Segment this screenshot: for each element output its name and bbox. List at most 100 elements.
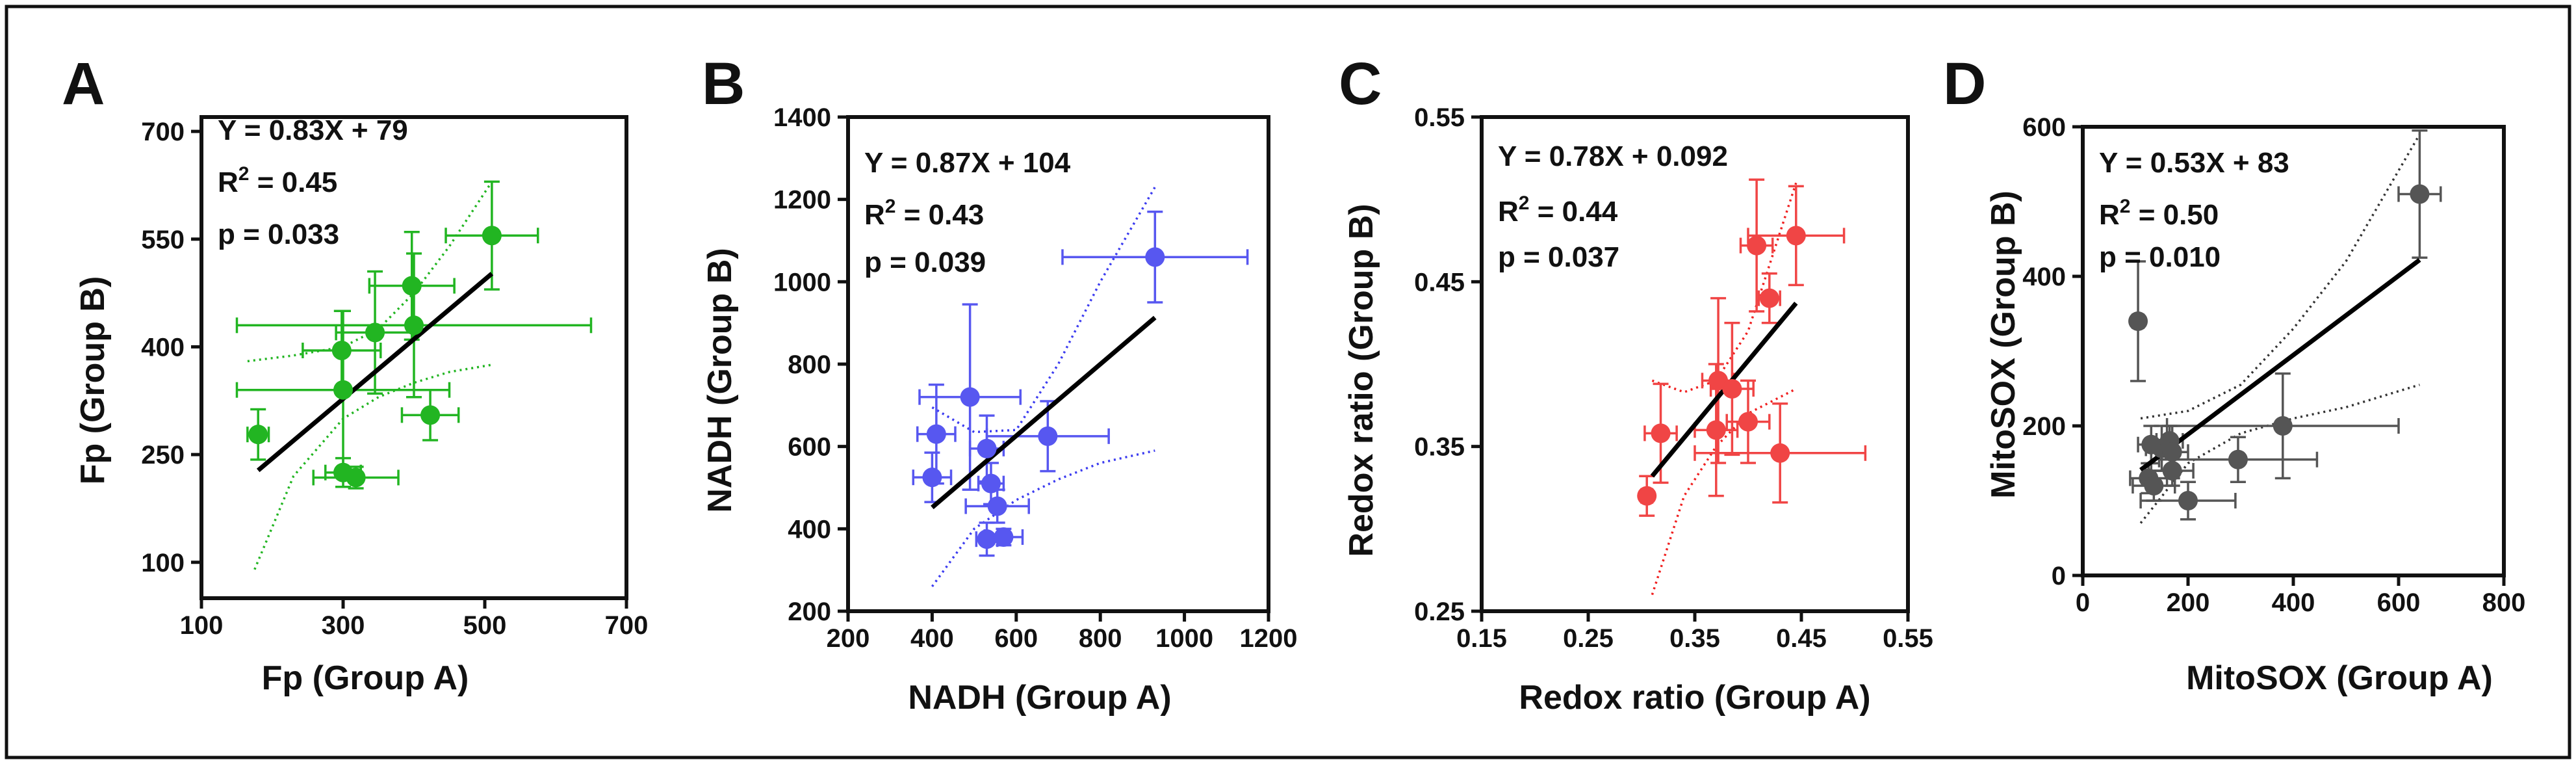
plot-frame (1480, 115, 1910, 613)
r-squared-symbol: R (864, 199, 885, 231)
y-tick-label: 250 (141, 441, 185, 469)
r-squared-symbol: R (2099, 199, 2120, 231)
tick-marks-layer: 100 300 500 700 100 250 400 550 700 (141, 118, 648, 640)
data-point (346, 468, 366, 488)
data-point (1722, 379, 1742, 399)
tick-marks-layer: 200 400 600 800 1000 1200 200 400 600 800 1000 1200… (773, 103, 1297, 653)
data-points (1637, 226, 1806, 506)
ci-lower-curve (931, 449, 1155, 588)
data-point (1759, 288, 1779, 308)
data-point (1637, 486, 1657, 506)
data-point (994, 527, 1014, 547)
r-squared-value: = 0.43 (895, 199, 984, 231)
data-point (420, 405, 441, 425)
data-point (1770, 443, 1790, 463)
data-points (248, 226, 502, 488)
data-point (987, 496, 1007, 516)
data-point (402, 276, 422, 296)
data-point (333, 380, 353, 400)
confidence-band (931, 186, 1156, 588)
data-point (2128, 311, 2148, 331)
x-tick-label: 600 (994, 624, 1038, 653)
r-squared-symbol: R (218, 166, 238, 198)
equation-label: Y = 0.78X + 0.092 (1498, 140, 1728, 172)
data-point (981, 473, 1001, 494)
y-axis-label: MitoSOX (Group B) (1985, 191, 2022, 499)
x-axis-label: Fp (Group A) (262, 659, 469, 697)
r-squared-value: = 0.44 (1529, 196, 1617, 228)
x-tick-label: 300 (322, 611, 365, 640)
r-squared-label: R2 = 0.43 (864, 196, 984, 231)
y-tick-label: 0 (2052, 562, 2066, 590)
x-axis-label: NADH (Group A) (908, 679, 1171, 717)
x-tick-label: 1200 (1240, 624, 1298, 653)
x-tick-label: 800 (1079, 624, 1122, 653)
data-point (977, 438, 997, 458)
x-tick-label: 0.35 (1669, 624, 1720, 653)
data-point (1706, 420, 1726, 440)
data-points (2128, 184, 2430, 510)
data-point (1747, 235, 1767, 256)
y-axis-label: Fp (Group B) (74, 276, 112, 485)
panel-b: B 200 400 600 800 1000 1200 200 400 600 800 1000 12… (701, 51, 1297, 717)
y-tick-label: 550 (141, 226, 185, 254)
fit-line (931, 315, 1157, 510)
equation-label: Y = 0.53X + 83 (2099, 147, 2289, 179)
x-tick-label: 800 (2482, 588, 2526, 617)
data-point (926, 424, 946, 444)
r-squared-label: R2 = 0.44 (1498, 192, 1618, 228)
y-tick-label: 1200 (773, 186, 831, 215)
x-tick-label: 1000 (1155, 624, 1213, 653)
r-squared-label: R2 = 0.50 (2099, 196, 2219, 231)
panel-a: A 100 300 500 700 100 250 400 550 700 Y = 0.83X … (62, 51, 648, 697)
p-value-label: p = 0.010 (2099, 241, 2221, 273)
y-tick-label: 600 (2022, 113, 2066, 142)
regression-line (2139, 257, 2421, 472)
x-tick-label: 200 (827, 624, 870, 653)
plot-frame (200, 115, 628, 600)
x-tick-label: 0.55 (1883, 624, 1933, 653)
y-tick-label: 600 (788, 433, 831, 462)
panel-d: D 0 200 400 600 800 0 200 400 600 Y = 0.53X + 83… (1943, 51, 2525, 697)
y-tick-label: 0.45 (1414, 268, 1465, 296)
x-tick-label: 500 (463, 611, 507, 640)
data-point (2162, 461, 2182, 481)
data-point (404, 315, 424, 336)
data-point (2228, 449, 2248, 469)
data-point (977, 529, 997, 549)
data-point (2178, 491, 2198, 510)
x-tick-label: 700 (605, 611, 649, 640)
r-squared-value: = 0.45 (249, 166, 337, 198)
y-tick-label: 400 (141, 333, 185, 362)
regression-line (931, 315, 1157, 510)
fit-line (2139, 257, 2421, 472)
ci-upper-curve (2140, 133, 2421, 420)
y-tick-label: 1000 (773, 268, 831, 296)
r-squared-symbol: R (1498, 196, 1519, 228)
x-tick-label: 0 (2076, 588, 2090, 617)
data-point (1738, 412, 1758, 432)
regression-line (256, 272, 494, 473)
x-tick-label: 600 (2377, 588, 2421, 617)
data-point (1786, 226, 1806, 246)
r-squared-superscript: 2 (1519, 192, 1530, 214)
x-tick-label: 100 (180, 611, 224, 640)
fit-line (256, 272, 494, 473)
y-tick-label: 0.25 (1414, 598, 1465, 626)
r-squared-superscript: 2 (2120, 196, 2131, 217)
panel-letter: C (1339, 51, 1382, 117)
data-point (482, 226, 502, 246)
data-point (2410, 184, 2430, 204)
y-tick-label: 400 (2022, 263, 2066, 291)
x-tick-label: 400 (2272, 588, 2315, 617)
r-squared-superscript: 2 (238, 163, 250, 185)
x-tick-label: 0.25 (1563, 624, 1614, 653)
data-point (960, 387, 980, 407)
y-tick-label: 700 (141, 118, 185, 146)
panel-letter: B (702, 51, 745, 117)
r-squared-superscript: 2 (885, 196, 896, 217)
data-point (922, 468, 942, 488)
plot-frame (846, 115, 1270, 613)
y-tick-label: 100 (141, 549, 185, 577)
